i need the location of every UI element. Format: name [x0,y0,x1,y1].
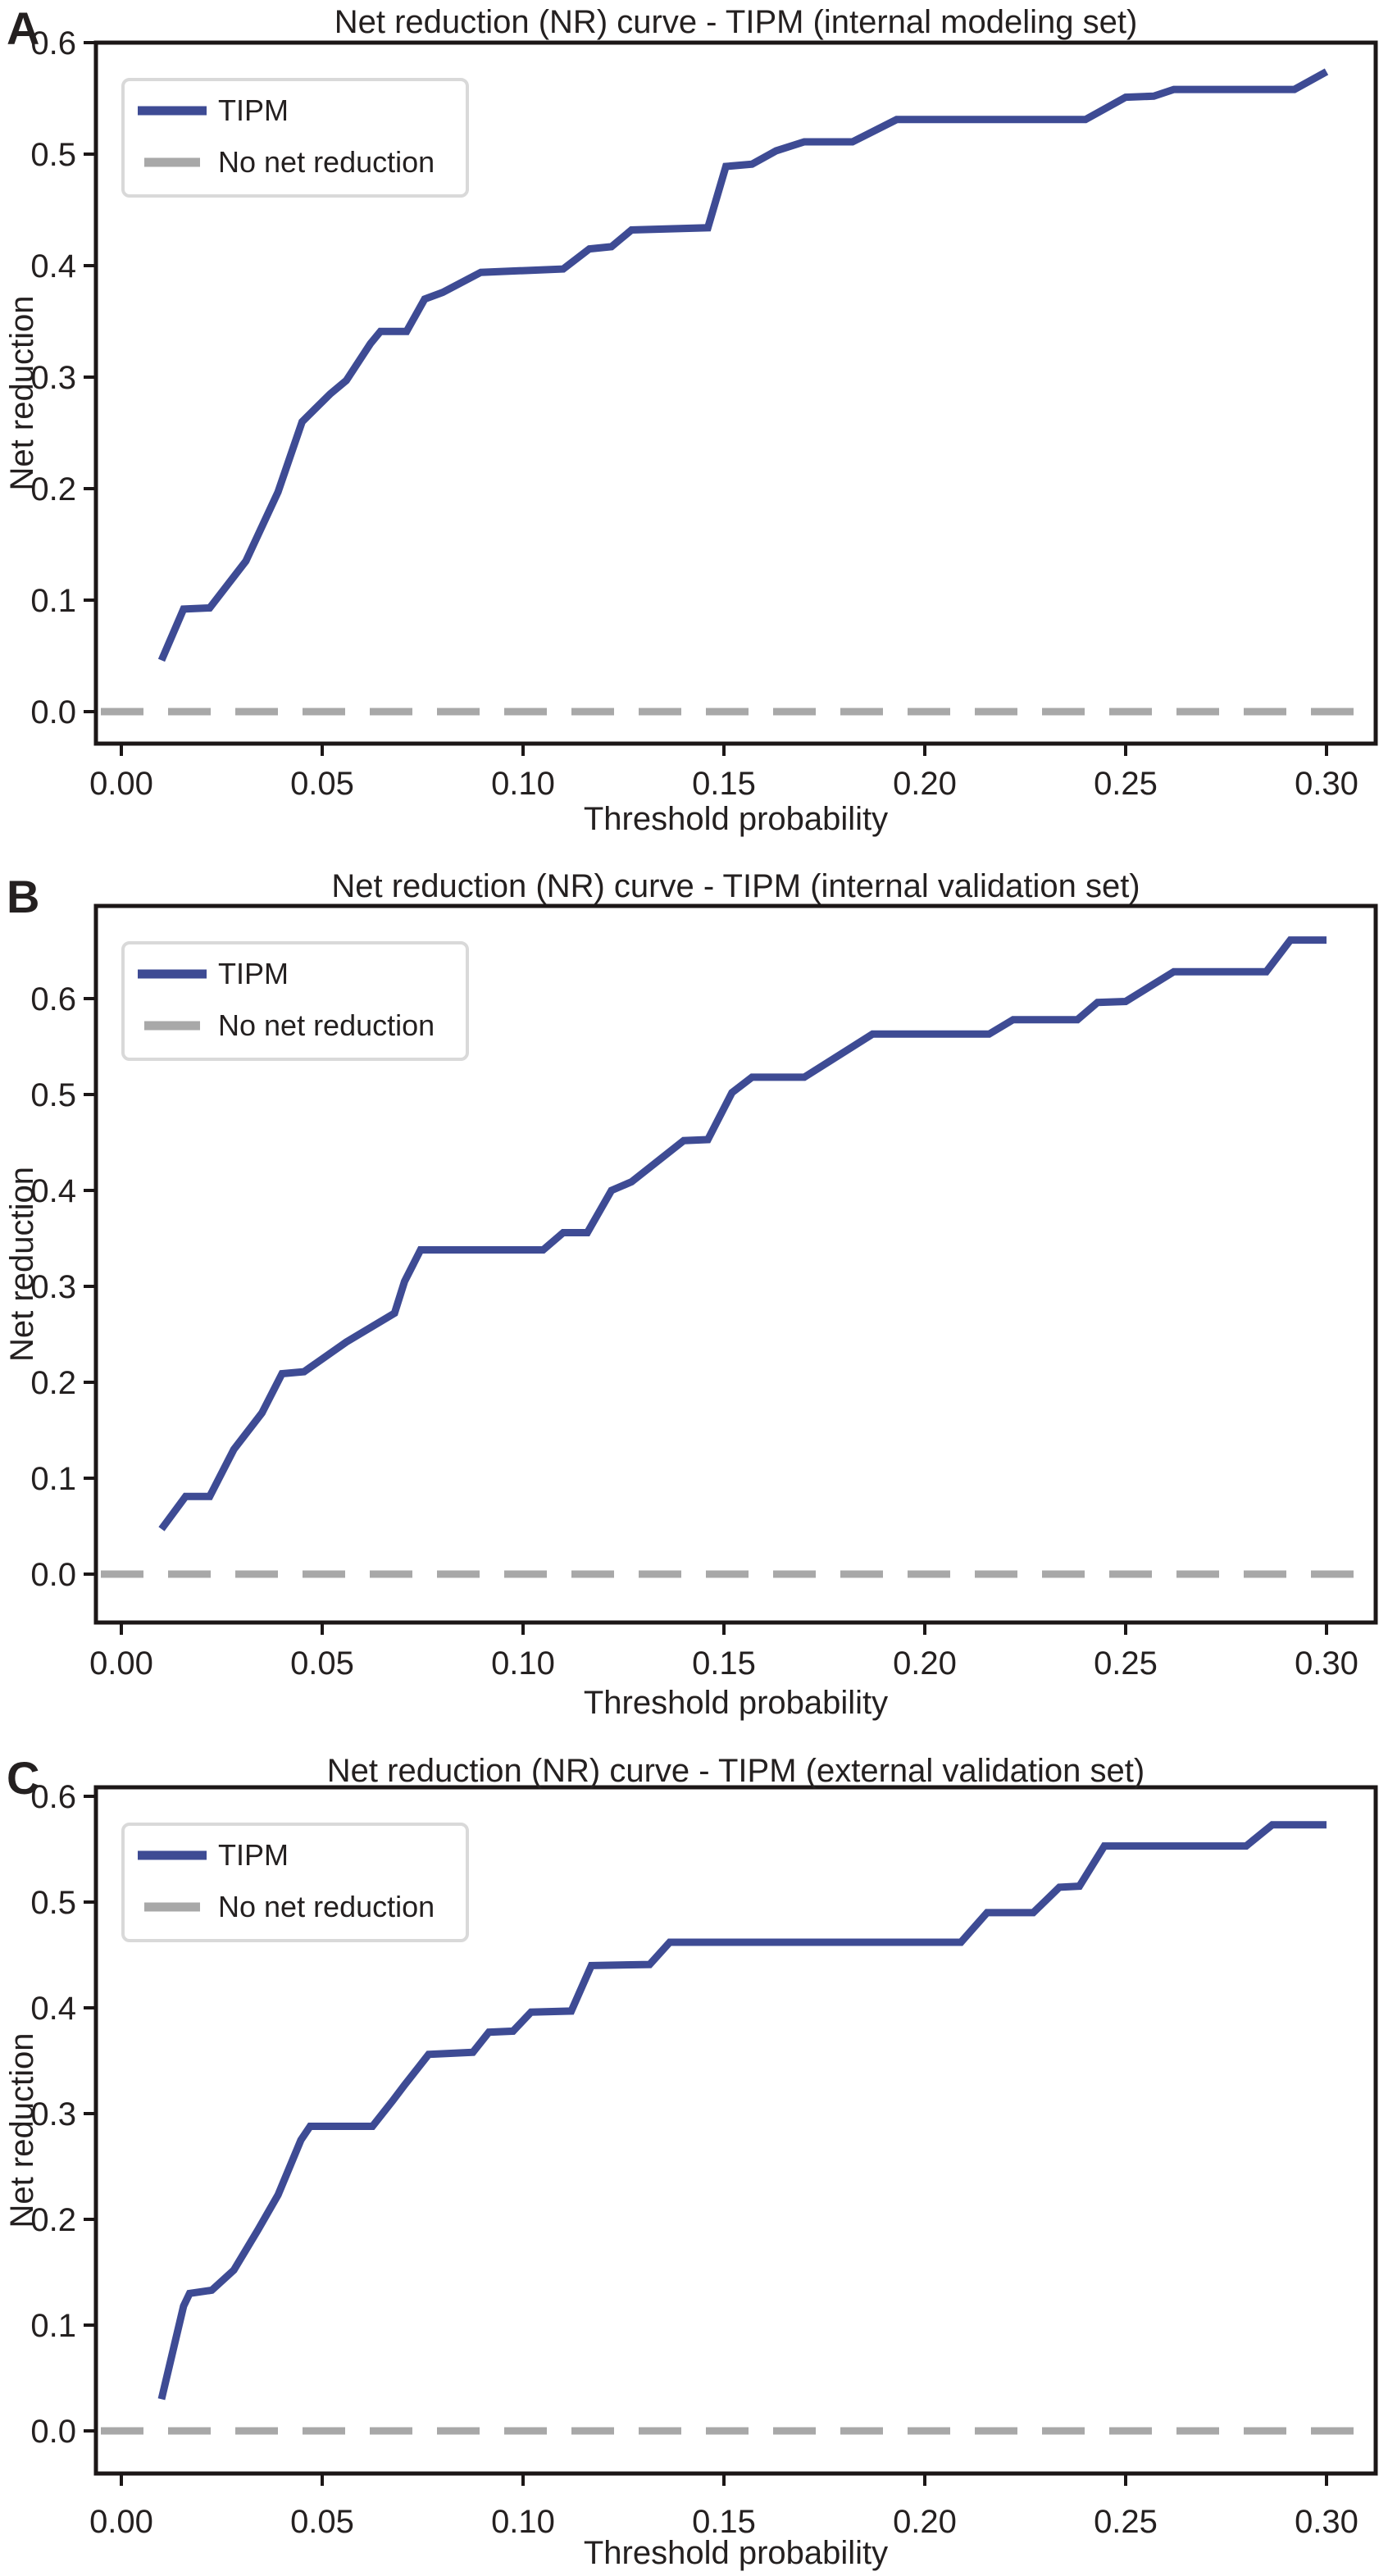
y-tick-label: 0.5 [30,1885,76,1921]
x-tick-label: 0.10 [491,2504,555,2540]
y-tick-label: 0.0 [30,694,76,730]
x-tick-label: 0.30 [1295,766,1358,802]
x-tick-label: 0.25 [1094,1645,1158,1682]
tipm-curve [158,936,1327,1531]
chart-title: Net reduction (NR) curve - TIPM (interna… [331,868,1140,904]
plot-layer: 0.00 0.05 0.10 0.15 0.20 0.25 0.30 0.0 0.1 0.2 0.3… [30,1779,1378,2540]
legend-label-tipm: TIPM [218,957,289,990]
chart-title: Net reduction (NR) curve - TIPM (externa… [327,1753,1145,1789]
y-tick-label: 0.3 [30,360,76,396]
chart-canvas-b: 0.00 0.05 0.10 0.15 0.20 0.25 0.30 0.0 0.1 0.2 0.3… [0,853,1388,1726]
y-tick-label: 0.1 [30,583,76,619]
plot-layer: 0.00 0.05 0.10 0.15 0.20 0.25 0.30 0.0 0.1 0.2 0.3… [30,903,1378,1682]
legend-label-no-net-reduction: No net reduction [218,145,435,179]
y-tick-label: 0.3 [30,1269,76,1305]
panel-A: 0.00 0.05 0.10 0.15 0.20 0.25 0.30 0.0 0.1 0.2 0.3… [0,0,1388,853]
legend-label-tipm: TIPM [218,1838,289,1872]
x-tick-label: 0.15 [692,766,756,802]
panel-C: 0.00 0.05 0.10 0.15 0.20 0.25 0.30 0.0 0.1 0.2 0.3… [0,1726,1388,2576]
x-axis-label: Threshold probability [584,801,888,837]
x-tick-label: 0.10 [491,1645,555,1682]
legend: TIPM No net reduction [121,941,469,1061]
y-tick-label: 0.6 [30,25,76,61]
legend: TIPM No net reduction [121,78,469,198]
x-tick-label: 0.05 [290,766,354,802]
x-axis-label: Threshold probability [584,1685,888,1721]
plot-border [93,903,1378,1625]
legend-box [121,941,469,1061]
x-tick-label: 0.20 [893,2504,957,2540]
panel-B: 0.00 0.05 0.10 0.15 0.20 0.25 0.30 0.0 0.1 0.2 0.3… [0,853,1388,1726]
x-axis-label: Threshold probability [584,2535,888,2571]
y-tick-label: 0.2 [30,1365,76,1401]
x-tick-label: 0.30 [1295,2504,1358,2540]
y-tick-label: 0.2 [30,471,76,507]
panel-letter: C [7,1752,39,1804]
legend-label-no-net-reduction: No net reduction [218,1890,435,1923]
y-tick-label: 0.0 [30,1557,76,1593]
x-tick-label: 0.20 [893,766,957,802]
x-tick-label: 0.00 [89,2504,153,2540]
legend-label-tipm: TIPM [218,93,289,127]
x-tick-label: 0.20 [893,1645,957,1682]
x-tick-label: 0.05 [290,1645,354,1682]
y-tick-label: 0.5 [30,1077,76,1113]
chart-canvas-c: 0.00 0.05 0.10 0.15 0.20 0.25 0.30 0.0 0.1 0.2 0.3… [0,1726,1388,2576]
y-tick-label: 0.1 [30,1461,76,1497]
x-tick-label: 0.05 [290,2504,354,2540]
plot-layer: 0.00 0.05 0.10 0.15 0.20 0.25 0.30 0.0 0.1 0.2 0.3… [30,25,1378,802]
x-tick-label: 0.25 [1094,766,1158,802]
x-tick-label: 0.25 [1094,2504,1158,2540]
tipm-curve [157,1821,1327,2401]
y-tick-label: 0.5 [30,137,76,173]
y-tick-label: 0.6 [30,1779,76,1815]
plot-border [93,40,1378,746]
panel-letter: A [7,2,39,54]
tipm-curve [157,68,1329,662]
y-tick-label: 0.0 [30,2414,76,2450]
y-axis-label: Net reduction [4,2033,40,2228]
legend-label-no-net-reduction: No net reduction [218,1008,435,1042]
y-tick-label: 0.2 [30,2202,76,2238]
x-tick-label: 0.00 [89,1645,153,1682]
y-tick-label: 0.3 [30,2096,76,2132]
legend-box [121,78,469,198]
legend-box [121,1823,469,1942]
y-axis-label: Net reduction [4,296,40,491]
x-tick-label: 0.15 [692,2504,756,2540]
y-tick-label: 0.4 [30,1173,76,1209]
plot-border [93,1785,1378,2476]
legend: TIPM No net reduction [121,1823,469,1942]
panel-letter: B [7,871,39,922]
x-tick-label: 0.30 [1295,1645,1358,1682]
y-tick-label: 0.4 [30,1991,76,2027]
x-tick-label: 0.15 [692,1645,756,1682]
y-tick-label: 0.4 [30,248,76,284]
x-tick-label: 0.10 [491,766,555,802]
y-tick-label: 0.6 [30,981,76,1017]
x-tick-label: 0.00 [89,766,153,802]
y-tick-label: 0.1 [30,2308,76,2344]
chart-title: Net reduction (NR) curve - TIPM (interna… [334,4,1138,40]
y-axis-label: Net reduction [4,1167,40,1362]
chart-canvas-a: 0.00 0.05 0.10 0.15 0.20 0.25 0.30 0.0 0.1 0.2 0.3… [0,0,1388,853]
